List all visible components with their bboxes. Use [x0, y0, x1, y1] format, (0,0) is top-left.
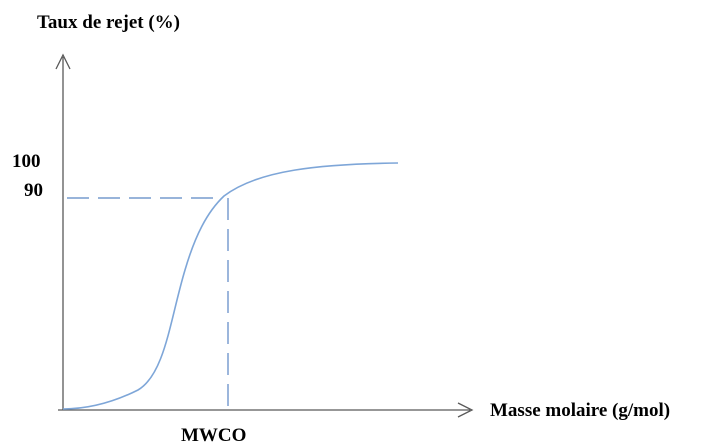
mwco-label: MWCO: [181, 425, 246, 446]
y-axis-arrowhead: [55, 53, 71, 70]
x-axis-arrowhead: [457, 402, 474, 418]
y-tick-label-100: 100: [12, 151, 41, 172]
y-axis-label: Taux de rejet (%): [37, 12, 180, 33]
rejection-curve: [62, 162, 399, 410]
x-axis-label: Masse molaire (g/mol): [490, 400, 670, 421]
y-tick-label-90: 90: [24, 180, 43, 201]
